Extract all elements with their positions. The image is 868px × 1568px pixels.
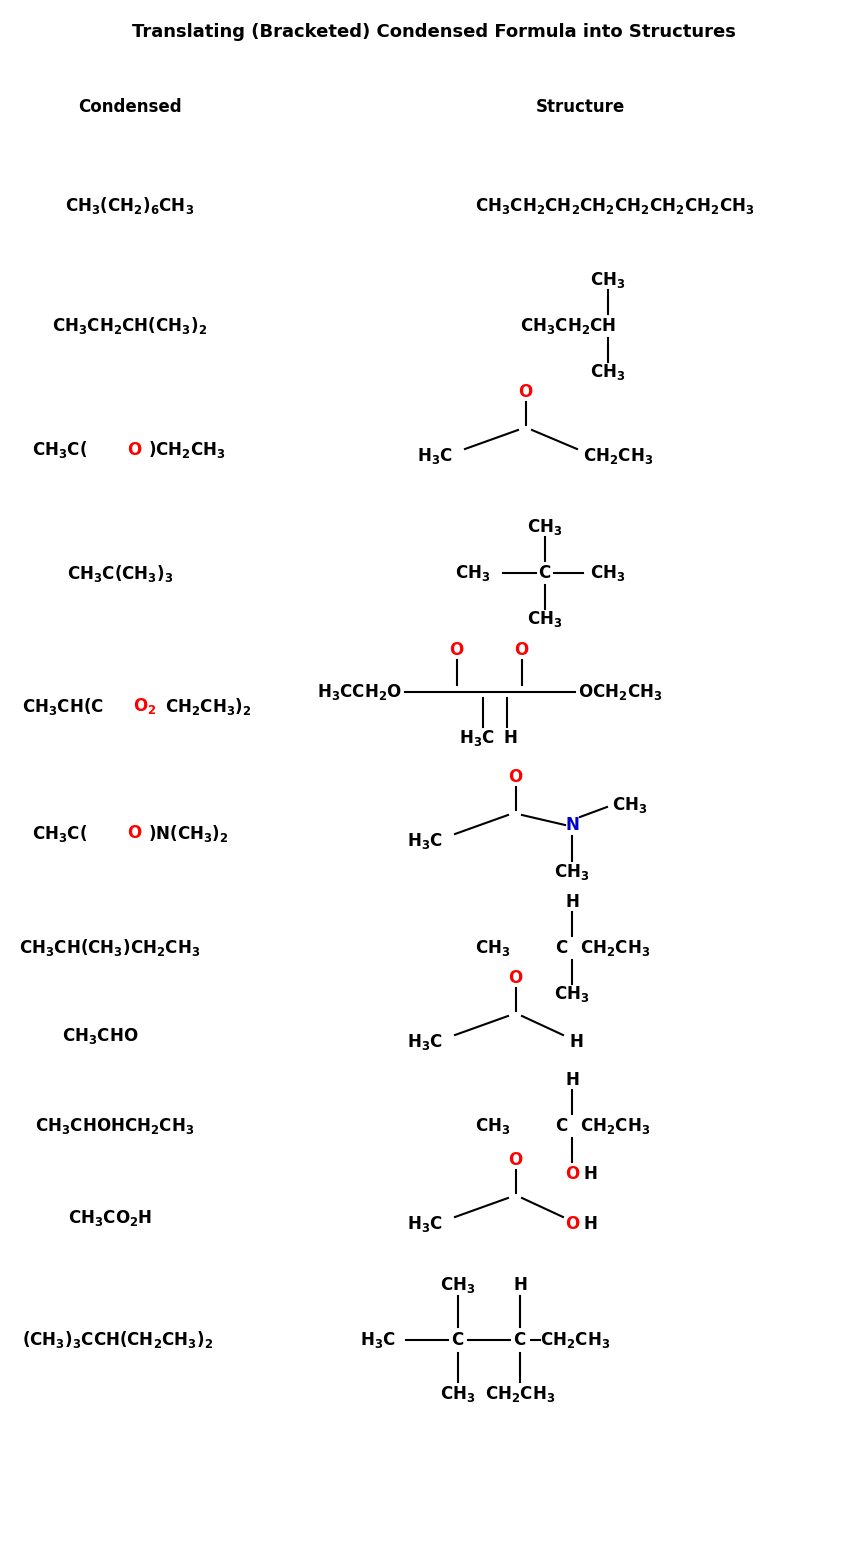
Text: $\mathbf{CH_3}$: $\mathbf{CH_3}$ [475,938,510,958]
Text: $\mathbf{CH_3(CH_2)_6CH_3}$: $\mathbf{CH_3(CH_2)_6CH_3}$ [65,196,194,216]
Text: $\mathbf{H}$: $\mathbf{H}$ [583,1165,597,1182]
Text: $\mathbf{N}$: $\mathbf{N}$ [565,815,579,834]
Text: $\mathbf{O_2}$: $\mathbf{O_2}$ [133,696,156,717]
Text: $\mathbf{C}$: $\mathbf{C}$ [556,939,569,956]
Text: $\mathbf{O}$: $\mathbf{O}$ [509,1151,523,1170]
Text: $\mathbf{CH_3}$: $\mathbf{CH_3}$ [555,985,589,1004]
Text: $\mathbf{H}$: $\mathbf{H}$ [503,729,517,746]
Text: $\mathbf{H_3CCH_2O}$: $\mathbf{H_3CCH_2O}$ [317,682,402,702]
Text: $\mathbf{CH_3CH_2CH}$: $\mathbf{CH_3CH_2CH}$ [520,317,616,336]
Text: $\mathbf{CH_2CH_3}$: $\mathbf{CH_2CH_3}$ [580,1116,650,1135]
Text: $\mathbf{CH_3}$: $\mathbf{CH_3}$ [590,563,626,583]
Text: $\mathbf{H}$: $\mathbf{H}$ [583,1215,597,1232]
Text: $\mathbf{O}$: $\mathbf{O}$ [509,768,523,786]
Text: $\mathbf{CH_3CHOHCH_2CH_3}$: $\mathbf{CH_3CHOHCH_2CH_3}$ [36,1116,194,1135]
Text: $\mathbf{C}$: $\mathbf{C}$ [556,1116,569,1135]
Text: $\mathbf{CH_3}$: $\mathbf{CH_3}$ [440,1275,476,1295]
Text: $\mathbf{O}$: $\mathbf{O}$ [565,1215,581,1232]
Text: $\mathbf{CH_3}$: $\mathbf{CH_3}$ [527,517,562,536]
Text: $\mathbf{CH_3}$: $\mathbf{CH_3}$ [475,1116,510,1135]
Text: $\mathbf{CH_2CH_3}$: $\mathbf{CH_2CH_3}$ [583,445,654,466]
Text: $\mathbf{O}$: $\mathbf{O}$ [515,641,529,659]
Text: $\mathbf{CH_3}$: $\mathbf{CH_3}$ [555,862,589,883]
Text: $\mathbf{H}$: $\mathbf{H}$ [565,1071,579,1090]
Text: Condensed: Condensed [78,99,181,116]
Text: $\mathbf{H_3C}$: $\mathbf{H_3C}$ [407,831,443,851]
Text: $\mathbf{CH_3}$: $\mathbf{CH_3}$ [590,362,626,383]
Text: $\mathbf{H}$: $\mathbf{H}$ [569,1033,583,1051]
Text: $\mathbf{CH_3CO_2H}$: $\mathbf{CH_3CO_2H}$ [68,1207,152,1228]
Text: $\mathbf{H}$: $\mathbf{H}$ [513,1276,527,1294]
Text: $\mathbf{(CH_3)_3CCH(CH_2CH_3)_2}$: $\mathbf{(CH_3)_3CCH(CH_2CH_3)_2}$ [22,1330,214,1350]
Text: Translating (Bracketed) Condensed Formula into Structures: Translating (Bracketed) Condensed Formul… [132,24,736,41]
Text: $\mathbf{H_3C}$: $\mathbf{H_3C}$ [418,445,453,466]
Text: $\mathbf{H_3C}$: $\mathbf{H_3C}$ [459,728,495,748]
Text: Structure: Structure [536,99,625,116]
Text: $\mathbf{CH_2CH_3}$: $\mathbf{CH_2CH_3}$ [485,1385,556,1403]
Text: $\mathbf{CH_3C(CH_3)_3}$: $\mathbf{CH_3C(CH_3)_3}$ [67,563,174,583]
Text: $\mathbf{CH_3}$: $\mathbf{CH_3}$ [590,270,626,290]
Text: $\mathbf{C}$: $\mathbf{C}$ [451,1331,464,1348]
Text: $\mathbf{CH_3C(}$: $\mathbf{CH_3C(}$ [32,439,88,461]
Text: $\mathbf{H_3C}$: $\mathbf{H_3C}$ [407,1214,443,1234]
Text: $\mathbf{)N(CH_3)_2}$: $\mathbf{)N(CH_3)_2}$ [148,823,229,844]
Text: $\mathbf{CH_3CH_2CH_2CH_2CH_2CH_2CH_2CH_3}$: $\mathbf{CH_3CH_2CH_2CH_2CH_2CH_2CH_2CH_… [475,196,755,216]
Text: $\mathbf{CH_3}$: $\mathbf{CH_3}$ [440,1385,476,1403]
Text: $\mathbf{O}$: $\mathbf{O}$ [509,969,523,986]
Text: $\mathbf{O}$: $\mathbf{O}$ [565,1165,581,1182]
Text: $\mathbf{O}$: $\mathbf{O}$ [127,441,142,459]
Text: $\mathbf{O}$: $\mathbf{O}$ [127,825,142,842]
Text: $\mathbf{CH_3CHO}$: $\mathbf{CH_3CHO}$ [62,1025,138,1046]
Text: $\mathbf{CH_3}$: $\mathbf{CH_3}$ [455,563,490,583]
Text: $\mathbf{OCH_2CH_3}$: $\mathbf{OCH_2CH_3}$ [578,682,662,702]
Text: $\mathbf{CH_2CH_3}$: $\mathbf{CH_2CH_3}$ [540,1330,610,1350]
Text: $\mathbf{CH_3CH(C}$: $\mathbf{CH_3CH(C}$ [22,696,104,717]
Text: $\mathbf{C}$: $\mathbf{C}$ [513,1331,527,1348]
Text: $\mathbf{O}$: $\mathbf{O}$ [518,383,534,401]
Text: $\mathbf{CH_3}$: $\mathbf{CH_3}$ [612,795,648,815]
Text: $\mathbf{)CH_2CH_3}$: $\mathbf{)CH_2CH_3}$ [148,439,226,461]
Text: $\mathbf{CH_3CH_2CH(CH_3)_2}$: $\mathbf{CH_3CH_2CH(CH_3)_2}$ [52,315,207,337]
Text: $\mathbf{H_3C}$: $\mathbf{H_3C}$ [407,1032,443,1052]
Text: $\mathbf{CH_2CH_3}$: $\mathbf{CH_2CH_3}$ [580,938,650,958]
Text: $\mathbf{CH_3CH(CH_3)CH_2CH_3}$: $\mathbf{CH_3CH(CH_3)CH_2CH_3}$ [19,938,201,958]
Text: $\mathbf{CH_3}$: $\mathbf{CH_3}$ [527,608,562,629]
Text: $\mathbf{H_3C}$: $\mathbf{H_3C}$ [360,1330,396,1350]
Text: $\mathbf{H}$: $\mathbf{H}$ [565,894,579,911]
Text: $\mathbf{O}$: $\mathbf{O}$ [450,641,464,659]
Text: $\mathbf{CH_2CH_3)_2}$: $\mathbf{CH_2CH_3)_2}$ [165,696,252,717]
Text: $\mathbf{CH_3C(}$: $\mathbf{CH_3C(}$ [32,823,88,844]
Text: $\mathbf{C}$: $\mathbf{C}$ [538,564,551,582]
